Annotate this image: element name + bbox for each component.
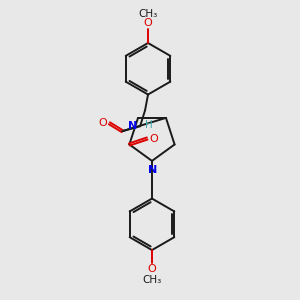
Text: H: H — [145, 120, 153, 130]
Text: CH₃: CH₃ — [138, 9, 158, 19]
Text: O: O — [149, 134, 158, 143]
Text: N: N — [128, 121, 137, 131]
Text: N: N — [148, 165, 158, 175]
Text: O: O — [148, 264, 156, 274]
Text: O: O — [144, 18, 152, 28]
Text: O: O — [99, 118, 107, 128]
Text: CH₃: CH₃ — [142, 275, 162, 285]
